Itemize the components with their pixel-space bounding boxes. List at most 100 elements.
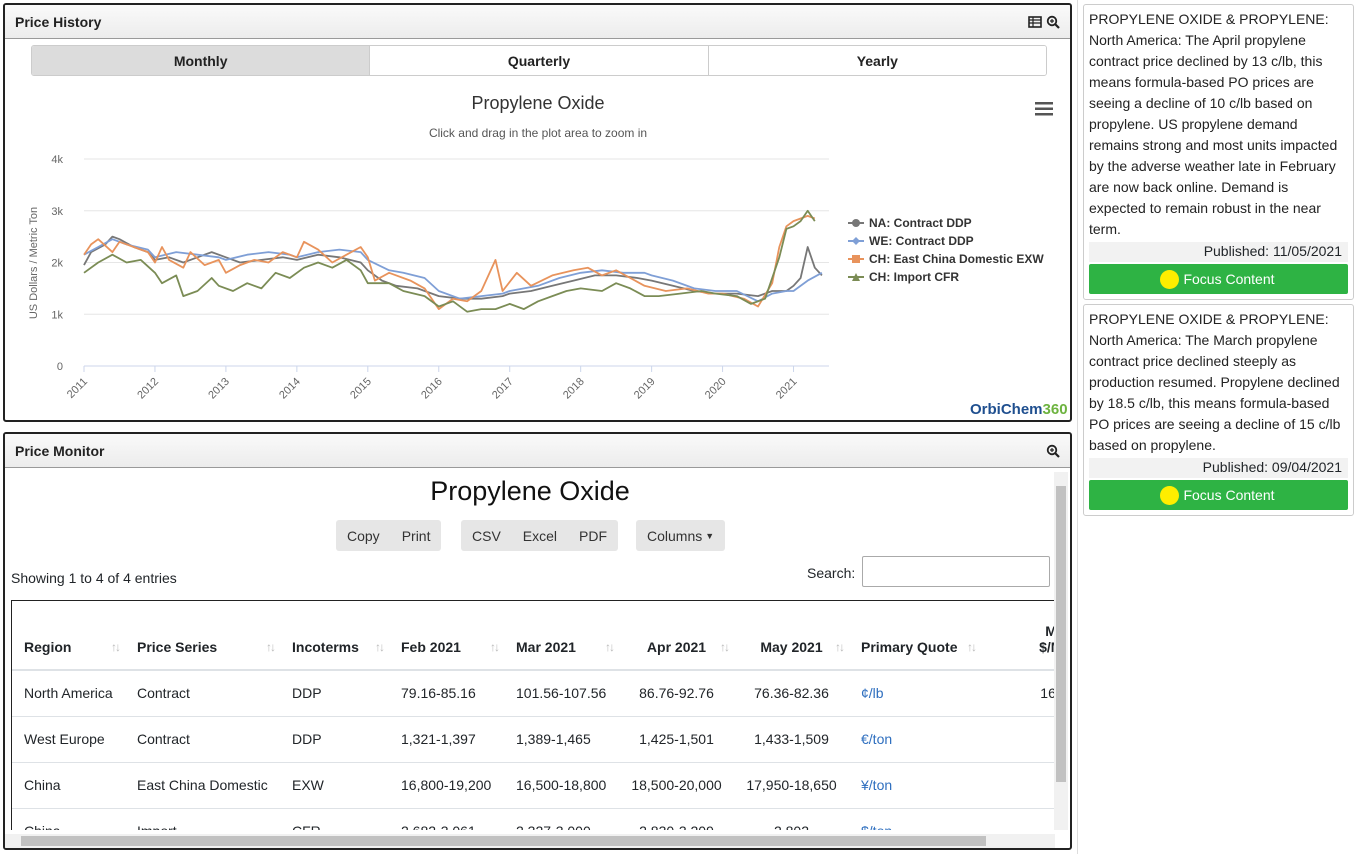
col-feb-2021[interactable]: Feb 2021 ↑↓ [389,601,504,671]
horizontal-scrollbar[interactable] [5,834,1055,848]
y-axis-label: US Dollars / Metric Ton [28,207,40,319]
focus-content-button[interactable]: Focus Content [1089,480,1348,510]
legend-item[interactable]: WE: Contract DDP [848,234,974,248]
excel-button[interactable]: Excel [522,527,558,544]
pdf-button[interactable]: PDF [579,527,608,544]
x-tick-label: 2019 [632,376,658,402]
table-cell: Import [125,808,280,830]
table-cell: China [12,762,125,809]
table-cell: 79.16-85.16 [389,670,504,717]
col-may-2021[interactable]: May 2021 ↑↓ [734,601,849,671]
legend-item[interactable]: NA: Contract DDP [848,216,972,230]
table-cell: N.A [981,716,1054,763]
table-cell: 101.56-107.56 [504,670,619,717]
table-cell: 1,433-1,509 [734,716,849,763]
x-tick-label: 2018 [561,376,587,402]
table-cell: North America [12,670,125,717]
series-line-0[interactable] [83,235,823,300]
table-cell: 1,321-1,397 [389,716,504,763]
sidebar-divider [1077,0,1078,854]
chart-subtitle: Click and drag in the plot area to zoom … [429,126,647,140]
chart-title: Propylene Oxide [471,93,604,113]
columns-group: Columns ▼ [636,520,726,551]
sun-icon [1162,487,1178,503]
x-tick-label: 2012 [135,376,161,402]
y-tick-label: 4k [51,154,63,166]
col-label: May 20 [1045,623,1054,639]
columns-button[interactable]: Columns ▼ [636,520,725,551]
table-cell[interactable]: ¥/ton [849,762,981,809]
chart-menu-icon[interactable] [1035,102,1053,116]
col-label: Incoterms [292,639,359,655]
legend-item[interactable]: CH: Import CFR [848,270,959,284]
table-cell: N.A [981,762,1054,809]
sort-icon: ↑↓ [605,640,615,654]
col-label: Primary Quote [861,639,958,655]
table-cell[interactable]: $/ton [849,808,981,830]
table-cell: 18,500-20,000 [619,762,734,809]
table-cell: East China Domestic [125,762,280,809]
tab-quarterly[interactable]: Quarterly [370,46,709,75]
x-tick-label: 2017 [490,376,516,402]
sort-icon: ↑↓ [490,640,500,654]
table-cell: 280 [981,808,1054,830]
x-tick-label: 2015 [348,376,374,402]
y-tick-label: 3k [51,206,63,218]
table-cell: 16,500-18,800 [504,762,619,809]
col-incoterms[interactable]: Incoterms ↑↓ [280,601,389,671]
table-cell: CFR [280,808,389,830]
news-date: Published: 11/05/2021 [1089,242,1348,262]
zoom-icon[interactable] [1046,15,1060,29]
legend-marker [852,237,860,245]
legend-item[interactable]: CH: East China Domestic EXW [848,252,1044,266]
focus-content-button[interactable]: Focus Content [1089,264,1348,294]
sun-icon [1162,271,1178,287]
news-text: PROPYLENE OXIDE & PROPYLENE: North Ameri… [1089,11,1338,237]
series-line-3[interactable] [83,209,816,313]
csv-button[interactable]: CSV [472,527,501,544]
table-cell: 76.36-82.36 [734,670,849,717]
table-heading: Propylene Oxide [430,476,630,506]
news-card: PROPYLENE OXIDE & PROPYLENE: North Ameri… [1083,304,1354,516]
y-tick-label: 0 [57,361,63,373]
scroll-thumb[interactable] [1056,486,1066,782]
col-label: Apr 2021 [646,639,707,655]
price-table: Region ↑↓ Price Series ↑↓ Incoterms ↑↓ Feb … [12,601,1054,830]
print-button[interactable]: Print [401,527,431,544]
table-cell: 2,327-3,000 [504,808,619,830]
table-header-row: Region ↑↓ Price Series ↑↓ Incoterms ↑↓ Feb … [12,601,1054,671]
scroll-thumb[interactable] [21,836,986,846]
table-row: West Europe Contract DDP 1,321-1,397 1,389-1… [12,716,1054,763]
col-mar-2021[interactable]: Mar 2021 ↑↓ [504,601,619,671]
col-primary-quote[interactable]: Primary Quote ↑↓ [849,601,981,671]
series-line-1[interactable] [83,238,823,303]
caret-down-icon: ▼ [705,530,715,541]
search-label: Search: [807,565,856,581]
x-tick-label: 2011 [65,376,90,401]
col-apr-2021[interactable]: Apr 2021 ↑↓ [619,601,734,671]
orbichem-logo: OrbiChem360 [970,401,1068,418]
table-view-icon[interactable] [1028,15,1042,29]
price-history-panel: Price History Monthly Quarterly Yearly P… [3,3,1072,422]
legend-marker [852,255,860,263]
table-cell: DDP [280,670,389,717]
tab-monthly[interactable]: Monthly [32,46,371,75]
price-monitor-title: Price Monitor [15,442,105,459]
table-cell[interactable]: ¢/lb [849,670,981,717]
search-input[interactable] [862,556,1050,587]
col-region[interactable]: Region ↑↓ [12,601,125,671]
price-chart[interactable]: Propylene Oxide Click and drag in the pl… [5,83,1070,420]
legend-marker [852,273,860,281]
zoom-icon[interactable] [1046,444,1060,458]
news-date: Published: 09/04/2021 [1089,458,1348,478]
col-price-series[interactable]: Price Series ↑↓ [125,601,280,671]
table-row: China East China Domestic EXW 16,800-19,200… [12,762,1054,809]
vertical-scrollbar[interactable] [1054,472,1068,830]
price-monitor-panel: Price Monitor Propylene Oxide Copy Print… [3,432,1072,850]
copy-button[interactable]: Copy [347,527,380,544]
table-cell[interactable]: €/ton [849,716,981,763]
col-may-usd[interactable]: May 20$/Metric [981,601,1054,671]
table-cell: 17,950-18,650 [734,762,849,809]
x-tick-label: 2020 [703,376,729,402]
tab-yearly[interactable]: Yearly [708,46,1046,75]
